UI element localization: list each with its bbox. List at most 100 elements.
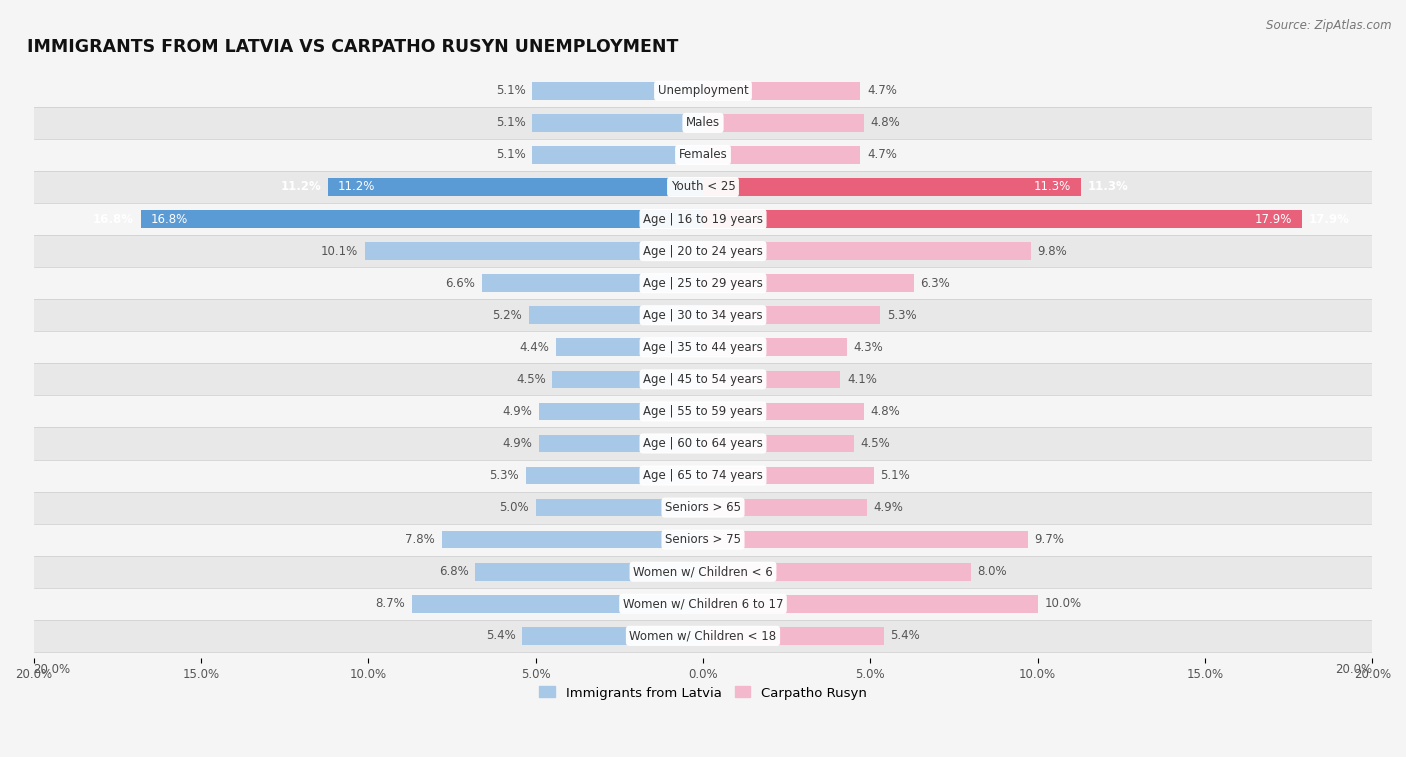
Bar <box>555 338 703 356</box>
Bar <box>703 210 1302 228</box>
Bar <box>34 139 1372 171</box>
Text: Age | 65 to 74 years: Age | 65 to 74 years <box>643 469 763 482</box>
Text: 5.1%: 5.1% <box>496 117 526 129</box>
Bar <box>34 428 1372 459</box>
Text: Women w/ Children < 18: Women w/ Children < 18 <box>630 629 776 643</box>
Bar <box>703 595 1038 612</box>
Text: 16.8%: 16.8% <box>93 213 134 226</box>
Bar <box>34 203 1372 235</box>
Text: 6.3%: 6.3% <box>921 276 950 290</box>
Text: 4.5%: 4.5% <box>516 373 546 386</box>
Text: 4.7%: 4.7% <box>868 84 897 98</box>
Text: Age | 20 to 24 years: Age | 20 to 24 years <box>643 245 763 257</box>
Bar <box>34 587 1372 620</box>
Bar <box>553 370 703 388</box>
Bar <box>34 459 1372 491</box>
Text: 4.3%: 4.3% <box>853 341 883 354</box>
Text: 6.6%: 6.6% <box>446 276 475 290</box>
Bar <box>703 178 1081 196</box>
Text: Youth < 25: Youth < 25 <box>671 180 735 194</box>
Text: Women w/ Children 6 to 17: Women w/ Children 6 to 17 <box>623 597 783 610</box>
Text: Age | 30 to 34 years: Age | 30 to 34 years <box>643 309 763 322</box>
Text: Age | 55 to 59 years: Age | 55 to 59 years <box>643 405 763 418</box>
Text: 4.4%: 4.4% <box>519 341 548 354</box>
Text: 16.8%: 16.8% <box>150 213 188 226</box>
Bar <box>441 531 703 549</box>
Text: 5.1%: 5.1% <box>496 148 526 161</box>
Bar <box>141 210 703 228</box>
Bar <box>522 627 703 645</box>
Text: 20.0%: 20.0% <box>34 663 70 676</box>
Text: 4.1%: 4.1% <box>846 373 877 386</box>
Text: Age | 35 to 44 years: Age | 35 to 44 years <box>643 341 763 354</box>
Bar <box>703 467 873 484</box>
Text: 5.3%: 5.3% <box>489 469 519 482</box>
Bar <box>475 563 703 581</box>
Bar <box>703 114 863 132</box>
Bar <box>703 146 860 164</box>
Bar <box>34 171 1372 203</box>
Bar <box>34 299 1372 332</box>
Text: 8.7%: 8.7% <box>375 597 405 610</box>
Bar <box>703 307 880 324</box>
Bar <box>703 370 841 388</box>
Text: Seniors > 75: Seniors > 75 <box>665 533 741 546</box>
Bar <box>34 332 1372 363</box>
Text: 5.3%: 5.3% <box>887 309 917 322</box>
Bar <box>703 435 853 452</box>
Bar <box>533 82 703 100</box>
Text: 5.4%: 5.4% <box>486 629 516 643</box>
Bar <box>34 107 1372 139</box>
Bar <box>34 267 1372 299</box>
Text: 6.8%: 6.8% <box>439 565 468 578</box>
Legend: Immigrants from Latvia, Carpatho Rusyn: Immigrants from Latvia, Carpatho Rusyn <box>534 681 872 705</box>
Text: 11.2%: 11.2% <box>339 180 375 194</box>
Text: Females: Females <box>679 148 727 161</box>
Bar <box>703 627 884 645</box>
Text: 17.9%: 17.9% <box>1309 213 1350 226</box>
Bar <box>34 524 1372 556</box>
Text: 20.0%: 20.0% <box>1336 663 1372 676</box>
Text: 4.7%: 4.7% <box>868 148 897 161</box>
Text: 5.1%: 5.1% <box>880 469 910 482</box>
Text: Unemployment: Unemployment <box>658 84 748 98</box>
Text: Age | 60 to 64 years: Age | 60 to 64 years <box>643 437 763 450</box>
Bar <box>34 235 1372 267</box>
Text: 4.9%: 4.9% <box>873 501 904 514</box>
Bar <box>526 467 703 484</box>
Bar <box>366 242 703 260</box>
Bar <box>533 146 703 164</box>
Bar <box>34 620 1372 652</box>
Bar <box>34 363 1372 395</box>
Bar <box>34 75 1372 107</box>
Text: IMMIGRANTS FROM LATVIA VS CARPATHO RUSYN UNEMPLOYMENT: IMMIGRANTS FROM LATVIA VS CARPATHO RUSYN… <box>27 38 678 56</box>
Bar <box>538 435 703 452</box>
Bar <box>703 563 970 581</box>
Bar <box>34 395 1372 428</box>
Bar <box>412 595 703 612</box>
Text: Age | 16 to 19 years: Age | 16 to 19 years <box>643 213 763 226</box>
Text: 9.7%: 9.7% <box>1035 533 1064 546</box>
Bar <box>703 499 868 516</box>
Bar <box>703 82 860 100</box>
Text: 4.9%: 4.9% <box>502 437 533 450</box>
Bar <box>703 274 914 292</box>
Bar <box>482 274 703 292</box>
Bar <box>34 491 1372 524</box>
Text: 17.9%: 17.9% <box>1254 213 1292 226</box>
Text: 4.8%: 4.8% <box>870 117 900 129</box>
Text: 5.1%: 5.1% <box>496 84 526 98</box>
Text: Women w/ Children < 6: Women w/ Children < 6 <box>633 565 773 578</box>
Text: 9.8%: 9.8% <box>1038 245 1067 257</box>
Text: Males: Males <box>686 117 720 129</box>
Text: Age | 45 to 54 years: Age | 45 to 54 years <box>643 373 763 386</box>
Text: Seniors > 65: Seniors > 65 <box>665 501 741 514</box>
Text: Age | 25 to 29 years: Age | 25 to 29 years <box>643 276 763 290</box>
Text: 4.5%: 4.5% <box>860 437 890 450</box>
Text: Source: ZipAtlas.com: Source: ZipAtlas.com <box>1267 19 1392 32</box>
Bar <box>703 403 863 420</box>
Text: 11.3%: 11.3% <box>1033 180 1071 194</box>
Text: 7.8%: 7.8% <box>405 533 436 546</box>
Text: 5.0%: 5.0% <box>499 501 529 514</box>
Bar <box>703 338 846 356</box>
